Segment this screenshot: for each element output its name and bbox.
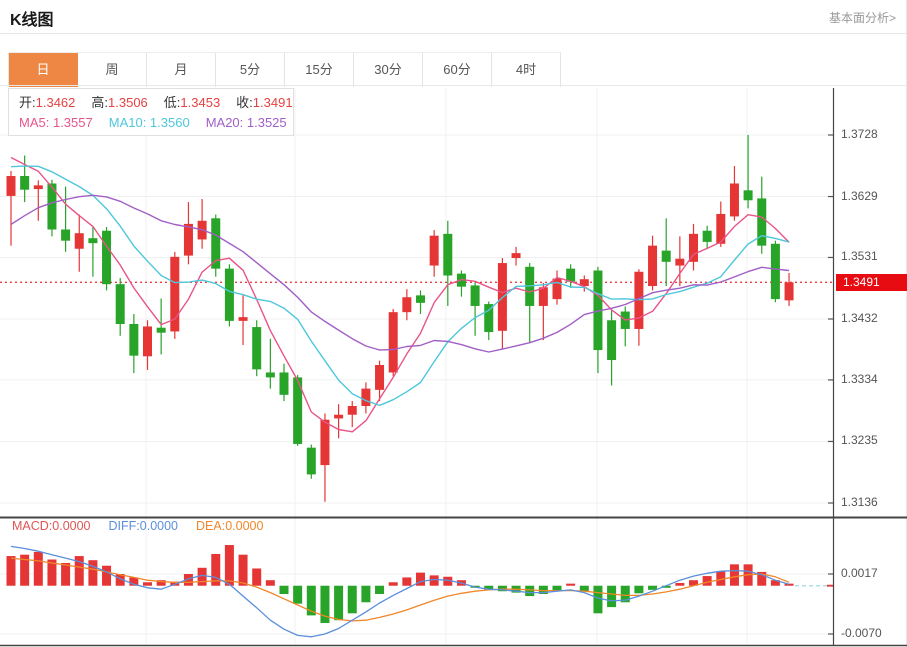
title-divider [0, 33, 907, 34]
macd-legend: MACD:0.0000 DIFF:0.0000 DEA:0.0000 [12, 519, 281, 533]
tab-60min[interactable]: 60分 [423, 53, 492, 87]
price-axis-label: 1.3334 [841, 371, 878, 386]
legend-item: 开:1.3462 [19, 95, 76, 110]
legend-item: 低:1.3453 [163, 95, 221, 110]
legend-item: MA5: 1.3557 [19, 115, 93, 130]
macd-axis-label: -0.0070 [841, 626, 882, 640]
price-axis-label: 1.3235 [841, 433, 878, 448]
legend-item: DEA:0.0000 [196, 519, 264, 533]
legend-item: MACD:0.0000 [12, 519, 91, 533]
tab-month[interactable]: 月 [147, 53, 216, 87]
price-axis-label: 1.3531 [841, 249, 878, 264]
price-badge: 1.3491 [836, 273, 907, 291]
ma-legend: MA5: 1.3557 MA10: 1.3560 MA20: 1.3525 [19, 113, 293, 133]
fundamental-analysis-link[interactable]: 基本面分析> [828, 11, 896, 25]
tab-30min[interactable]: 30分 [354, 53, 423, 87]
ohlc-legend: 开:1.3462 高:1.3506 低:1.3453 收:1.3491 [19, 93, 293, 113]
price-axis-label: 1.3728 [841, 127, 878, 141]
price-axis-label: 1.3136 [841, 495, 878, 509]
tab-week[interactable]: 周 [78, 53, 147, 87]
price-axis-label: 1.3629 [841, 188, 878, 203]
tab-5min[interactable]: 5分 [216, 53, 285, 87]
tab-day[interactable]: 日 [9, 53, 78, 87]
legend-item: 高:1.3506 [91, 95, 148, 110]
period-tab-bar: 日周月 5分 15分 30分 60分 4时 [8, 52, 561, 87]
price-axis-label: 1.3432 [841, 311, 878, 325]
legend-item: MA20: 1.3525 [205, 115, 287, 130]
legend-box: 开:1.3462 高:1.3506 低:1.3453 收:1.3491 MA5: 1.… [8, 88, 294, 136]
macd-axis-label: 0.0017 [841, 566, 878, 580]
legend-item: MA10: 1.3560 [108, 115, 190, 130]
legend-item: 收:1.3491 [236, 95, 293, 110]
tabbar-underline [0, 85, 907, 86]
legend-item: DIFF:0.0000 [108, 519, 178, 533]
page-title: K线图 [10, 12, 54, 29]
tab-15min[interactable]: 15分 [285, 53, 354, 87]
tab-4hour[interactable]: 4时 [492, 53, 561, 87]
